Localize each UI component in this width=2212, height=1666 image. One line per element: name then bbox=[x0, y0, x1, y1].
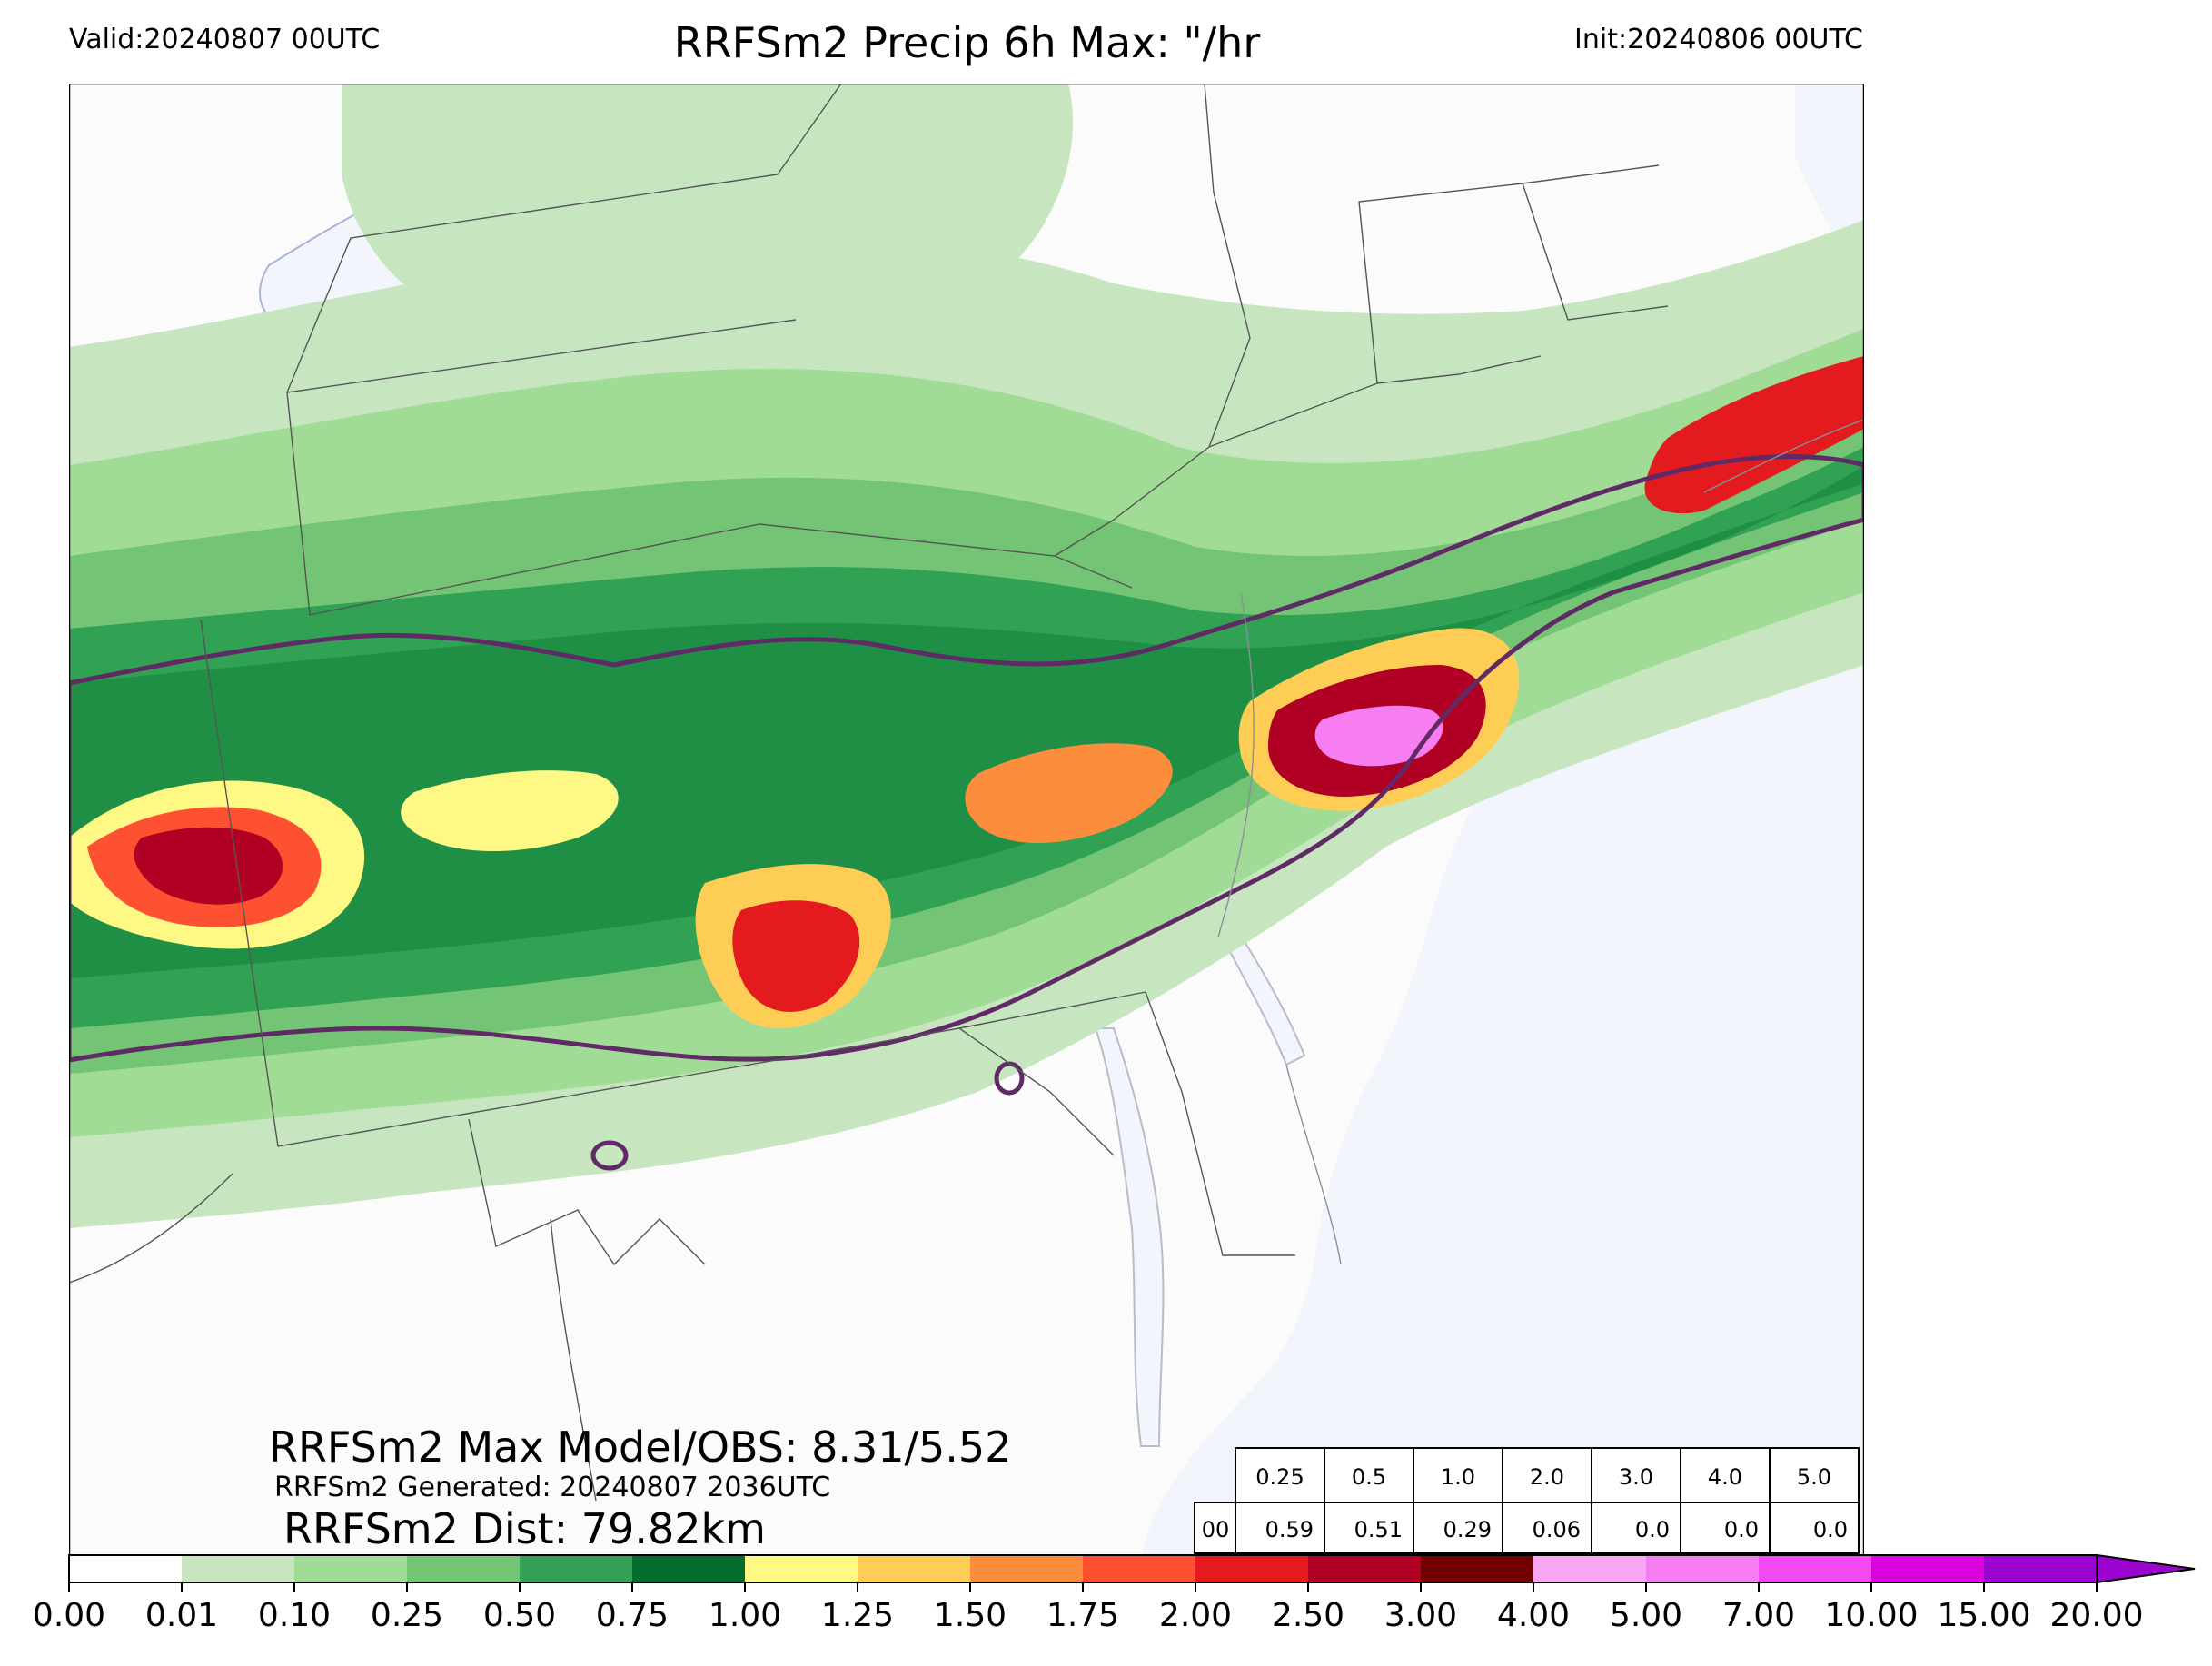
stats-header-cell bbox=[1680, 1447, 1771, 1503]
colorbar-segment bbox=[294, 1555, 407, 1582]
colorbar-segment bbox=[520, 1555, 632, 1582]
max-model-obs-label: RRFSm2 Max Model/OBS: 8.31/5.52 bbox=[269, 1423, 1012, 1472]
stats-threshold: 5.0 bbox=[1797, 1464, 1831, 1490]
colorbar-tick-label: 2.50 bbox=[1271, 1597, 1345, 1634]
colorbar-segment bbox=[407, 1555, 520, 1582]
core-mid-orange bbox=[965, 743, 1173, 844]
precip-0-50 bbox=[69, 447, 1864, 1028]
colorbar-tick-label: 2.00 bbox=[1158, 1597, 1233, 1634]
colorbar-tick-label: 5.00 bbox=[1609, 1597, 1683, 1634]
coastline bbox=[1217, 419, 1864, 1265]
colorbar-segment bbox=[1646, 1555, 1759, 1582]
precip-map bbox=[69, 84, 1864, 1561]
generated-time-label: RRFSm2 Generated: 20240807 2036UTC bbox=[274, 1472, 831, 1503]
stats-threshold: 4.0 bbox=[1708, 1464, 1742, 1490]
core-mid-yellow bbox=[401, 770, 619, 851]
valid-time-label: Valid:20240807 00UTC bbox=[69, 24, 381, 55]
chart-title: RRFSm2 Precip 6h Max: "/hr bbox=[673, 18, 1261, 67]
stats-header-cell bbox=[1502, 1447, 1592, 1503]
colorbar-tick-label: 1.25 bbox=[820, 1597, 895, 1634]
stats-value: 0.59 bbox=[1265, 1517, 1314, 1542]
state-borders bbox=[69, 84, 1669, 1502]
stats-header-cell bbox=[1769, 1447, 1860, 1503]
colorbar-segment bbox=[1759, 1555, 1871, 1582]
distance-label: RRFSm2 Dist: 79.82km bbox=[283, 1504, 766, 1553]
stats-value-cell bbox=[1235, 1502, 1325, 1554]
delaware-bay bbox=[1221, 927, 1306, 1066]
colorbar-segment bbox=[182, 1555, 294, 1582]
stats-threshold: 2.0 bbox=[1530, 1464, 1564, 1490]
colorbar-segment bbox=[1195, 1555, 1308, 1582]
stats-threshold: 0.5 bbox=[1352, 1464, 1386, 1490]
colorbar-tick-label: 15.00 bbox=[1937, 1597, 2031, 1634]
colorbar-tick-label: 4.00 bbox=[1496, 1597, 1571, 1634]
colorbar-segment bbox=[745, 1555, 858, 1582]
colorbar-tick-label: 0.10 bbox=[257, 1597, 332, 1634]
stats-value-cell bbox=[1680, 1502, 1771, 1554]
colorbar-segment bbox=[858, 1555, 970, 1582]
core-central-red bbox=[732, 900, 860, 1012]
colorbar-tick-label: 7.00 bbox=[1721, 1597, 1796, 1634]
stats-threshold: 3.0 bbox=[1619, 1464, 1653, 1490]
stats-threshold: 0.25 bbox=[1255, 1464, 1304, 1490]
colorbar-segment bbox=[1421, 1555, 1533, 1582]
stats-value: 0.06 bbox=[1533, 1517, 1581, 1542]
core-ne bbox=[1644, 356, 1864, 514]
init-time-label: Init:20240806 00UTC bbox=[1574, 24, 1863, 55]
colorbar-extend-arrow bbox=[2096, 1553, 2196, 1584]
stats-value: 0.0 bbox=[1724, 1517, 1759, 1542]
colorbar-tick-label: 20.00 bbox=[2049, 1597, 2144, 1634]
stats-table: 0.25 0.5 1.0 2.0 3.0 4.0 5.0 00 0.59 0.51 0.29 0.06… bbox=[1194, 1447, 1860, 1554]
colorbar-segment bbox=[1871, 1555, 1984, 1582]
colorbar-tick-label: 0.01 bbox=[144, 1597, 219, 1634]
colorbar-tick-label: 3.00 bbox=[1384, 1597, 1458, 1634]
stats-value: 0.0 bbox=[1635, 1517, 1670, 1542]
precip-shield-north bbox=[342, 84, 1074, 329]
stats-header-cell bbox=[1591, 1447, 1681, 1503]
stats-value-cell bbox=[1324, 1502, 1414, 1554]
core-west-red bbox=[134, 827, 283, 905]
chesapeake-bay bbox=[1094, 1027, 1165, 1447]
colorbar-segment bbox=[970, 1555, 1083, 1582]
stats-value: 0.51 bbox=[1354, 1517, 1403, 1542]
colorbar-segment bbox=[632, 1555, 745, 1582]
colorbar-tick-label: 1.75 bbox=[1046, 1597, 1120, 1634]
stats-row-label-cell bbox=[1194, 1502, 1236, 1554]
colorbar-segment bbox=[1308, 1555, 1421, 1582]
observed-contour-isolated-1 bbox=[590, 1140, 629, 1171]
colorbar-segment bbox=[69, 1555, 182, 1582]
colorbar-tick-label: 1.50 bbox=[933, 1597, 1007, 1634]
colorbar-segment bbox=[1533, 1555, 1646, 1582]
stats-value: 0.0 bbox=[1813, 1517, 1848, 1542]
colorbar bbox=[68, 1553, 2196, 1592]
colorbar-tick-label: 1.00 bbox=[708, 1597, 782, 1634]
stats-value: 0.29 bbox=[1443, 1517, 1492, 1542]
observed-contour bbox=[69, 454, 1864, 1063]
precip-0-75 bbox=[69, 465, 1864, 978]
colorbar-segment bbox=[1083, 1555, 1195, 1582]
colorbar-tick-label: 0.25 bbox=[370, 1597, 444, 1634]
stats-row-label: 00 bbox=[1202, 1517, 1230, 1542]
stats-header-cell bbox=[1235, 1447, 1325, 1503]
colorbar-tick-label: 0.00 bbox=[32, 1597, 106, 1634]
observed-contour-isolated-2 bbox=[994, 1061, 1025, 1096]
core-east-pink bbox=[1314, 705, 1443, 767]
stats-value-cell bbox=[1769, 1502, 1860, 1554]
stats-threshold: 1.0 bbox=[1441, 1464, 1475, 1490]
colorbar-tick-label: 10.00 bbox=[1824, 1597, 1919, 1634]
stats-header-cell bbox=[1324, 1447, 1414, 1503]
colorbar-tick-label: 0.75 bbox=[595, 1597, 670, 1634]
colorbar-tick-label: 0.50 bbox=[482, 1597, 557, 1634]
colorbar-segment bbox=[1984, 1555, 2097, 1582]
stats-value-cell bbox=[1502, 1502, 1592, 1554]
stats-header-cell bbox=[1413, 1447, 1503, 1503]
